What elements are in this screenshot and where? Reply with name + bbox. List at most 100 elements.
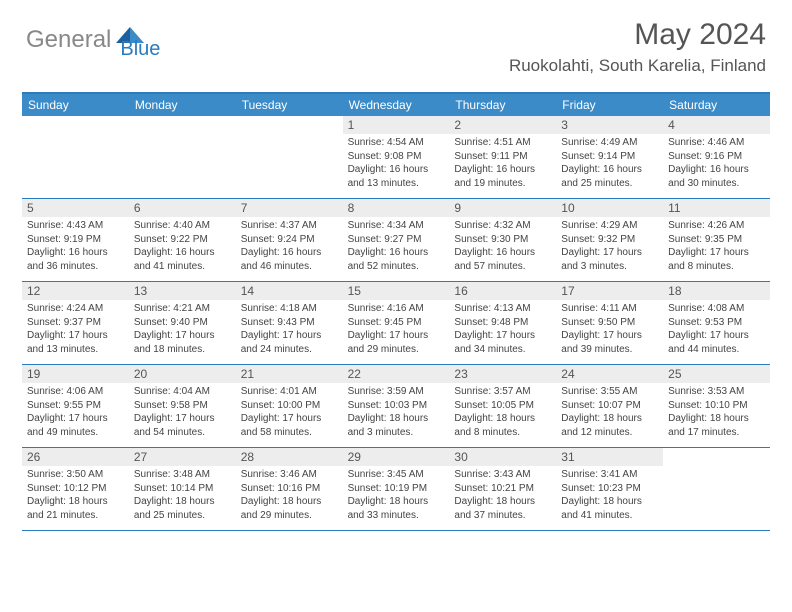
- day-line: Daylight: 16 hours: [454, 163, 551, 177]
- day-cell: 12Sunrise: 4:24 AMSunset: 9:37 PMDayligh…: [22, 282, 129, 364]
- day-line: and 13 minutes.: [348, 177, 445, 191]
- day-number: 30: [449, 448, 556, 466]
- day-line: Sunset: 9:24 PM: [241, 233, 338, 247]
- day-number: 25: [663, 365, 770, 383]
- day-info: Sunrise: 4:16 AMSunset: 9:45 PMDaylight:…: [343, 302, 450, 360]
- day-line: Sunrise: 3:57 AM: [454, 385, 551, 399]
- day-line: Sunrise: 3:50 AM: [27, 468, 124, 482]
- day-line: and 25 minutes.: [134, 509, 231, 523]
- day-info: Sunrise: 4:49 AMSunset: 9:14 PMDaylight:…: [556, 136, 663, 194]
- day-cell: 9Sunrise: 4:32 AMSunset: 9:30 PMDaylight…: [449, 199, 556, 281]
- day-line: Daylight: 17 hours: [668, 329, 765, 343]
- day-line: Sunset: 10:12 PM: [27, 482, 124, 496]
- day-line: Sunrise: 4:40 AM: [134, 219, 231, 233]
- day-line: and 25 minutes.: [561, 177, 658, 191]
- day-line: Daylight: 17 hours: [134, 329, 231, 343]
- day-line: Sunrise: 4:21 AM: [134, 302, 231, 316]
- day-cell: 23Sunrise: 3:57 AMSunset: 10:05 PMDaylig…: [449, 365, 556, 447]
- day-cell: 21Sunrise: 4:01 AMSunset: 10:00 PMDaylig…: [236, 365, 343, 447]
- day-line: Sunrise: 4:29 AM: [561, 219, 658, 233]
- day-line: Daylight: 18 hours: [134, 495, 231, 509]
- day-line: Sunset: 10:19 PM: [348, 482, 445, 496]
- day-number: 31: [556, 448, 663, 466]
- day-info: Sunrise: 3:43 AMSunset: 10:21 PMDaylight…: [449, 468, 556, 526]
- day-cell: 1Sunrise: 4:54 AMSunset: 9:08 PMDaylight…: [343, 116, 450, 198]
- day-number: 9: [449, 199, 556, 217]
- day-line: Daylight: 17 hours: [241, 412, 338, 426]
- day-cell: 7 Sunrise: 4:37 AMSunset: 9:24 PMDaylight…: [236, 199, 343, 281]
- day-info: Sunrise: 3:46 AMSunset: 10:16 PMDaylight…: [236, 468, 343, 526]
- day-line: and 49 minutes.: [27, 426, 124, 440]
- day-line: and 19 minutes.: [454, 177, 551, 191]
- day-line: and 17 minutes.: [668, 426, 765, 440]
- day-number: 16: [449, 282, 556, 300]
- day-line: Daylight: 18 hours: [668, 412, 765, 426]
- day-info: Sunrise: 3:48 AMSunset: 10:14 PMDaylight…: [129, 468, 236, 526]
- day-line: Sunset: 10:07 PM: [561, 399, 658, 413]
- logo-text-blue: Blue: [120, 38, 160, 61]
- day-line: Daylight: 17 hours: [454, 329, 551, 343]
- day-number: 12: [22, 282, 129, 300]
- weekday-label: Tuesday: [236, 94, 343, 116]
- day-number: 21: [236, 365, 343, 383]
- day-line: and 39 minutes.: [561, 343, 658, 357]
- day-info: Sunrise: 3:45 AMSunset: 10:19 PMDaylight…: [343, 468, 450, 526]
- day-line: Daylight: 17 hours: [348, 329, 445, 343]
- day-line: Sunset: 9:16 PM: [668, 150, 765, 164]
- day-cell: 15Sunrise: 4:16 AMSunset: 9:45 PMDayligh…: [343, 282, 450, 364]
- day-info: Sunrise: 4:43 AMSunset: 9:19 PMDaylight:…: [22, 219, 129, 277]
- day-number: 17: [556, 282, 663, 300]
- day-line: and 58 minutes.: [241, 426, 338, 440]
- day-cell: 30 Sunrise: 3:43 AMSunset: 10:21 PMDaylig…: [449, 448, 556, 530]
- day-line: Sunset: 9:55 PM: [27, 399, 124, 413]
- day-info: Sunrise: 3:59 AMSunset: 10:03 PMDaylight…: [343, 385, 450, 443]
- day-line: Daylight: 16 hours: [561, 163, 658, 177]
- day-line: Sunset: 9:19 PM: [27, 233, 124, 247]
- day-cell: 31 Sunrise: 3:41 AMSunset: 10:23 PMDaylig…: [556, 448, 663, 530]
- day-number: 27: [129, 448, 236, 466]
- day-info: Sunrise: 4:29 AMSunset: 9:32 PMDaylight:…: [556, 219, 663, 277]
- day-line: Sunrise: 4:06 AM: [27, 385, 124, 399]
- day-cell: 5Sunrise: 4:43 AMSunset: 9:19 PMDaylight…: [22, 199, 129, 281]
- day-cell: 28Sunrise: 3:46 AMSunset: 10:16 PMDaylig…: [236, 448, 343, 530]
- calendar: SundayMondayTuesdayWednesdayThursdayFrid…: [22, 92, 770, 531]
- day-cell: 27 Sunrise: 3:48 AMSunset: 10:14 PMDaylig…: [129, 448, 236, 530]
- day-info: Sunrise: 4:37 AMSunset: 9:24 PMDaylight:…: [236, 219, 343, 277]
- day-line: and 46 minutes.: [241, 260, 338, 274]
- day-line: Sunrise: 4:37 AM: [241, 219, 338, 233]
- day-info: Sunrise: 4:18 AMSunset: 9:43 PMDaylight:…: [236, 302, 343, 360]
- day-line: Sunrise: 3:48 AM: [134, 468, 231, 482]
- day-line: Sunrise: 3:55 AM: [561, 385, 658, 399]
- day-line: Sunset: 9:27 PM: [348, 233, 445, 247]
- day-number: 7: [236, 199, 343, 217]
- day-line: Sunset: 10:05 PM: [454, 399, 551, 413]
- day-cell: 14Sunrise: 4:18 AMSunset: 9:43 PMDayligh…: [236, 282, 343, 364]
- day-line: and 8 minutes.: [668, 260, 765, 274]
- day-cell: 26Sunrise: 3:50 AMSunset: 10:12 PMDaylig…: [22, 448, 129, 530]
- day-info: Sunrise: 3:41 AMSunset: 10:23 PMDaylight…: [556, 468, 663, 526]
- day-number: 13: [129, 282, 236, 300]
- weekday-label: Wednesday: [343, 94, 450, 116]
- day-info: Sunrise: 4:51 AMSunset: 9:11 PMDaylight:…: [449, 136, 556, 194]
- day-line: Sunrise: 3:45 AM: [348, 468, 445, 482]
- header: General Blue May 2024 Ruokolahti, South …: [0, 0, 792, 84]
- day-line: Sunrise: 4:24 AM: [27, 302, 124, 316]
- location: Ruokolahti, South Karelia, Finland: [509, 56, 766, 76]
- weekday-label: Saturday: [663, 94, 770, 116]
- day-line: Daylight: 17 hours: [241, 329, 338, 343]
- day-number: 4: [663, 116, 770, 134]
- day-line: and 54 minutes.: [134, 426, 231, 440]
- day-line: and 41 minutes.: [134, 260, 231, 274]
- day-line: Sunset: 10:14 PM: [134, 482, 231, 496]
- month-title: May 2024: [509, 18, 766, 52]
- day-info: Sunrise: 4:46 AMSunset: 9:16 PMDaylight:…: [663, 136, 770, 194]
- day-line: Daylight: 17 hours: [134, 412, 231, 426]
- day-cell: 19Sunrise: 4:06 AMSunset: 9:55 PMDayligh…: [22, 365, 129, 447]
- day-cell: 11Sunrise: 4:26 AMSunset: 9:35 PMDayligh…: [663, 199, 770, 281]
- day-line: and 3 minutes.: [561, 260, 658, 274]
- day-cell: 16Sunrise: 4:13 AMSunset: 9:48 PMDayligh…: [449, 282, 556, 364]
- day-line: Sunrise: 4:26 AM: [668, 219, 765, 233]
- empty-cell: [236, 116, 343, 198]
- day-number: 24: [556, 365, 663, 383]
- day-cell: 13Sunrise: 4:21 AMSunset: 9:40 PMDayligh…: [129, 282, 236, 364]
